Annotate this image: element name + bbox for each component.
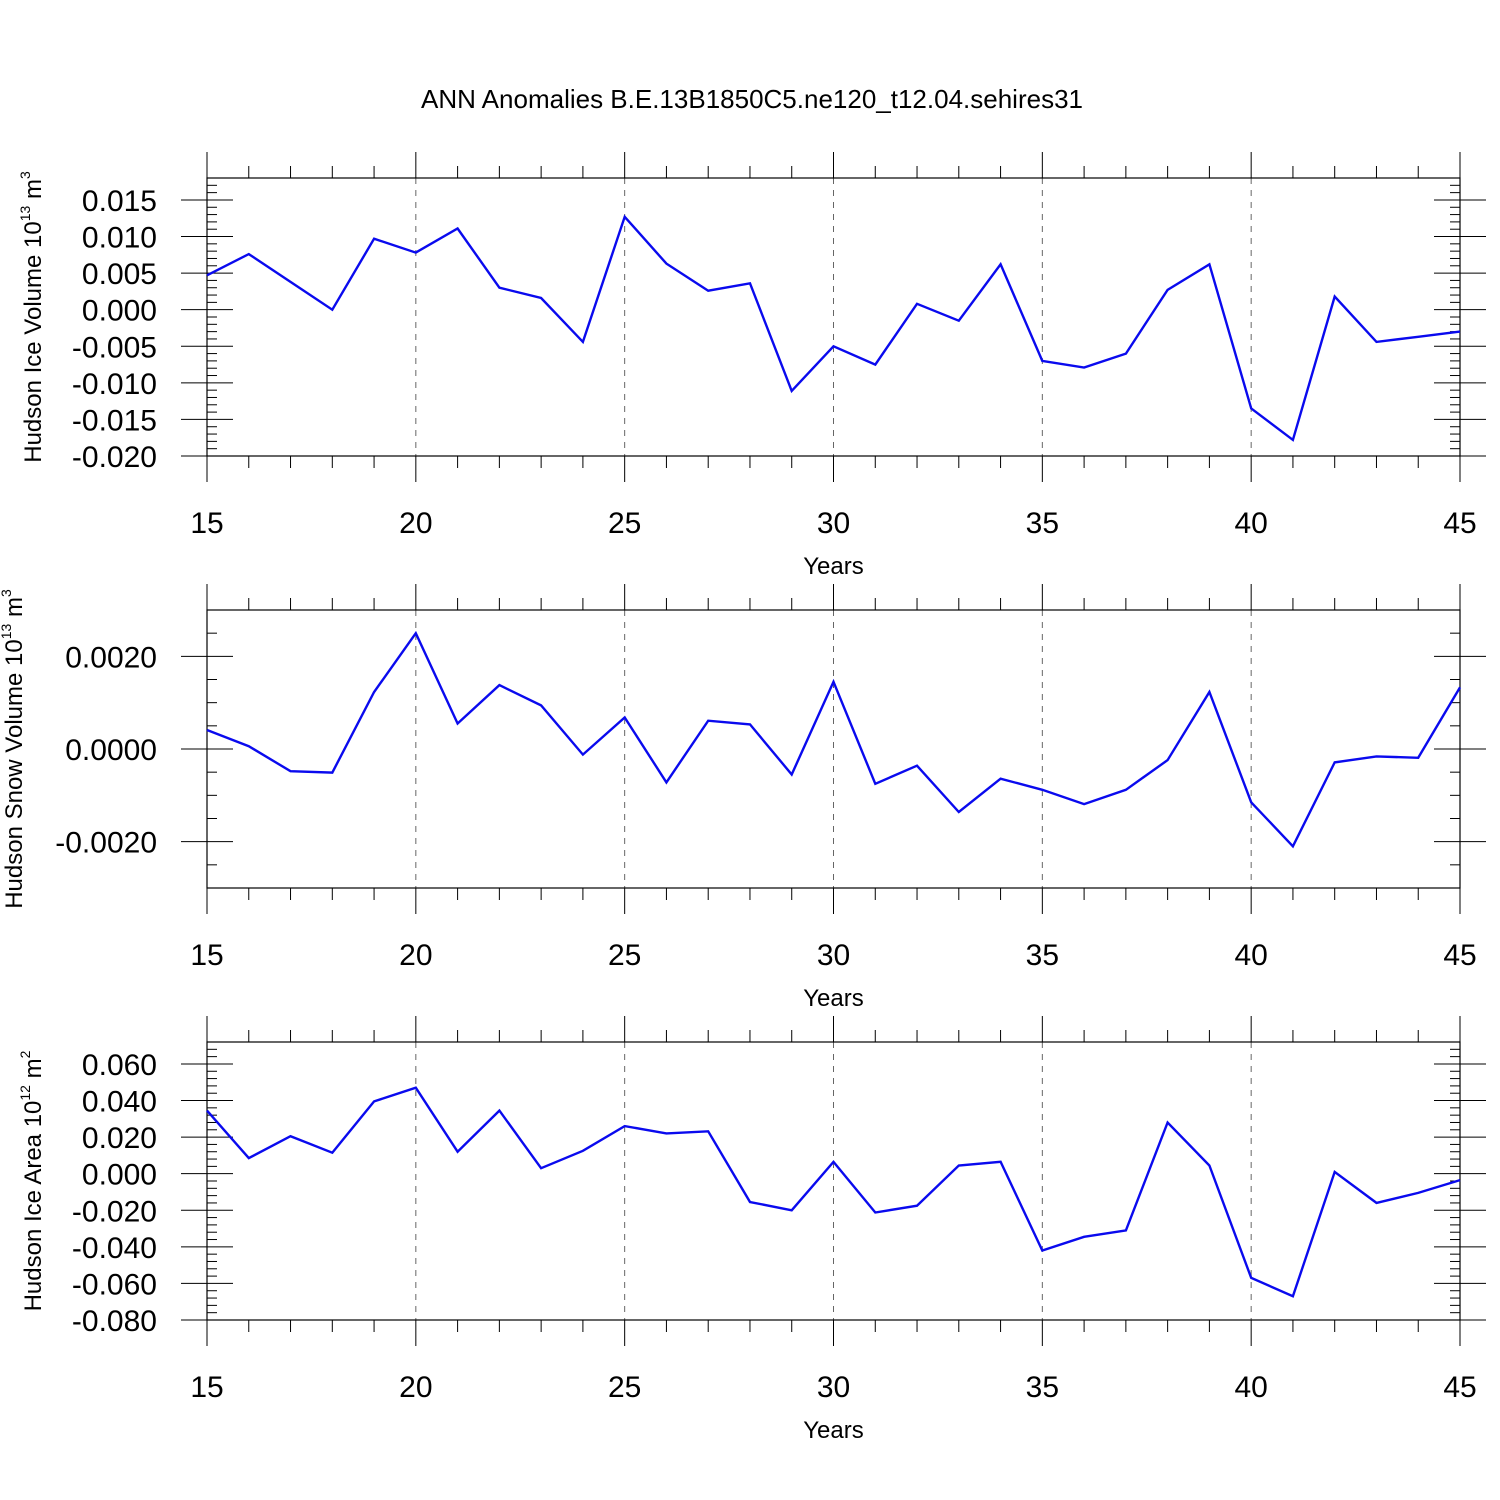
series-line-2 <box>206 630 1462 849</box>
x-tick-label: 30 <box>817 507 850 540</box>
x-tick-label: 15 <box>190 1371 223 1404</box>
y-tick-label: -0.010 <box>72 368 157 401</box>
x-tick-label: 40 <box>1234 939 1267 972</box>
x-axis-label: Years <box>803 553 864 580</box>
y-tick-label: 0.040 <box>82 1086 157 1119</box>
y-axis-label: Hudson Ice Volume 1013 m3 <box>17 171 47 463</box>
y-tick-label: -0.005 <box>72 331 157 364</box>
y-tick-label: -0.040 <box>72 1232 157 1265</box>
x-tick-label: 30 <box>817 1371 850 1404</box>
x-tick-label: 30 <box>817 939 850 972</box>
x-tick-label: 45 <box>1443 939 1476 972</box>
x-tick-label: 40 <box>1234 1371 1267 1404</box>
x-tick-label: 25 <box>608 1371 641 1404</box>
y-tick-label: -0.080 <box>72 1305 157 1338</box>
x-tick-label: 20 <box>399 507 432 540</box>
panels: -0.020-0.015-0.010-0.0050.0000.0050.0100… <box>0 152 1486 1444</box>
y-tick-label: 0.060 <box>82 1049 157 1082</box>
x-tick-label: 25 <box>608 939 641 972</box>
x-tick-label: 35 <box>1026 507 1059 540</box>
y-tick-label: 0.005 <box>82 258 157 291</box>
x-tick-label: 35 <box>1026 939 1059 972</box>
y-tick-label: -0.020 <box>72 441 157 474</box>
y-tick-label: -0.060 <box>72 1268 157 1301</box>
y-tick-label: -0.015 <box>72 404 157 437</box>
y-tick-label: 0.000 <box>82 295 157 328</box>
y-tick-label: 0.020 <box>82 1122 157 1155</box>
x-tick-label: 35 <box>1026 1371 1059 1404</box>
y-tick-label: -0.020 <box>72 1195 157 1228</box>
y-axis-label: Hudson Snow Volume 1013 m3 <box>0 589 28 909</box>
y-tick-label: -0.0020 <box>55 827 157 860</box>
x-tick-label: 20 <box>399 939 432 972</box>
x-tick-label: 45 <box>1443 507 1476 540</box>
y-tick-label: 0.010 <box>82 222 157 255</box>
x-axis-label: Years <box>803 985 864 1012</box>
y-tick-label: 0.000 <box>82 1159 157 1192</box>
x-tick-label: 15 <box>190 507 223 540</box>
x-tick-label: 15 <box>190 939 223 972</box>
x-tick-label: 40 <box>1234 507 1267 540</box>
x-axis-label: Years <box>803 1417 864 1444</box>
y-tick-label: 0.0020 <box>65 641 157 674</box>
y-axis-label: Hudson Ice Area 1012 m2 <box>17 1050 47 1311</box>
panel-2: -0.0020 0.0000 0.0020 15 20 25 30 35 40 45 Years Hu… <box>0 584 1486 1012</box>
y-tick-label: 0.0000 <box>65 734 157 767</box>
x-tick-label: 45 <box>1443 1371 1476 1404</box>
chart-title: ANN Anomalies B.E.13B1850C5.ne120_t12.04… <box>421 84 1083 114</box>
x-tick-label: 20 <box>399 1371 432 1404</box>
x-tick-label: 25 <box>608 507 641 540</box>
y-tick-label: 0.015 <box>82 185 157 218</box>
series-line-1 <box>206 214 1461 442</box>
